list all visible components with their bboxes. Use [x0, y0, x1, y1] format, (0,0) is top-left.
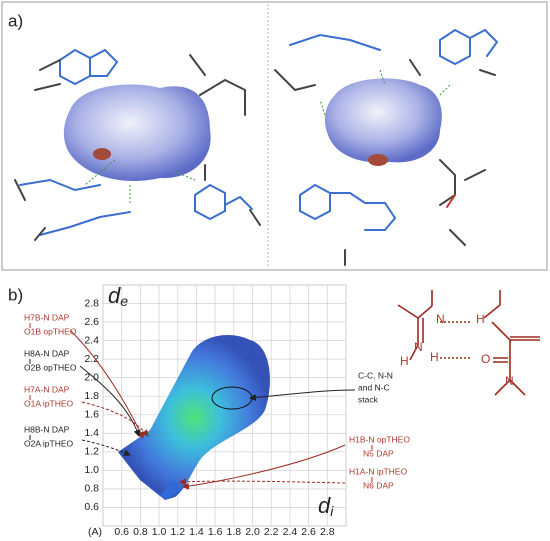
x-tick-label: 2.0: [245, 526, 260, 538]
atom-label: H: [430, 350, 439, 364]
x-tick-label: 1.0: [152, 526, 167, 538]
unit-label: (A): [88, 526, 102, 538]
x-tick-label: 2.8: [320, 526, 335, 538]
annotation-top: H8A-N DAP: [24, 348, 70, 358]
x-tick-label: 1.4: [189, 526, 204, 538]
y-tick-label: 0.6: [84, 501, 99, 513]
annotation-top: H7B-N DAP: [24, 312, 70, 322]
y-axis-label-main: d: [108, 283, 121, 308]
annotation-bottom: O1B opTHEO: [24, 326, 77, 336]
x-tick-label: 1.2: [170, 526, 185, 538]
x-tick-label: 1.6: [208, 526, 223, 538]
annotation-bottom: N6 DAP: [363, 480, 394, 490]
y-axis-label: de: [108, 283, 128, 309]
hydrogen-bond-structure: [397, 290, 540, 396]
y-tick-label: 1.2: [84, 446, 99, 458]
y-tick-label: 2.4: [84, 334, 99, 346]
atom-label: O: [481, 352, 490, 366]
y-tick-label: 1.4: [84, 427, 99, 439]
annotations: H7B-N DAP O1B opTHEO H8A-N DAP O2B opTHEO H7…: [24, 312, 410, 490]
atom-label: N: [436, 312, 445, 326]
atom-label: N: [414, 340, 423, 354]
y-tick-label: 2.6: [84, 316, 99, 328]
annotation-top: H1B-N opTHEO: [349, 434, 410, 444]
atom-label: H: [476, 312, 485, 326]
panel-label: b): [8, 285, 23, 304]
y-tick-label: 2.0: [84, 371, 99, 383]
annotation-bottom: N5 DAP: [363, 448, 394, 458]
x-axis-label-main: d: [318, 493, 331, 518]
y-tick-label: 1.8: [84, 390, 99, 402]
x-tick-label: 2.4: [283, 526, 298, 538]
leader-arrows: [69, 329, 356, 490]
y-tick-label: 2.8: [84, 297, 99, 309]
y-tick-label: 1.6: [84, 409, 99, 421]
molecular-image-left: [14, 48, 261, 241]
y-tick-label: 1.0: [84, 464, 99, 476]
y-tick-label: 2.2: [84, 353, 99, 365]
x-tick-label: 2.2: [264, 526, 279, 538]
x-axis-label-sub: i: [330, 503, 334, 519]
annotation-top: H8B-N DAP: [24, 424, 70, 434]
stack-annotation: stack: [358, 394, 379, 404]
stack-annotation: C-C, N-N: [358, 370, 393, 380]
x-tick-label: 0.8: [133, 526, 148, 538]
annotation-bottom: O2A ipTHEO: [24, 438, 74, 448]
annotation-top: H7A-N DAP: [24, 384, 70, 394]
fingerprint-plot: 0.6 0.8 1.0 1.2 1.4 1.6 1.8 2.0 2.2 2.4 2.6 2.80.60…: [84, 284, 347, 538]
x-tick-label: 2.6: [301, 526, 316, 538]
annotation-bottom: O2B opTHEO: [24, 362, 77, 372]
atom-label: N: [505, 374, 514, 388]
x-tick-label: 1.8: [227, 526, 242, 538]
atom-label: H: [400, 354, 409, 368]
structure-atoms: N H N H H O N: [400, 312, 514, 388]
y-axis-label-sub: e: [120, 293, 128, 309]
y-tick-label: 0.8: [84, 483, 99, 495]
annotation-top: H1A-N ipTHEO: [349, 466, 407, 476]
x-axis-label: di: [318, 493, 334, 519]
annotation-bottom: O1A ipTHEO: [24, 398, 74, 408]
molecular-image-right: [274, 28, 499, 266]
stack-annotation: and N-C: [358, 382, 390, 392]
x-tick-label: 0.6: [114, 526, 129, 538]
panel-label: a): [8, 11, 23, 30]
